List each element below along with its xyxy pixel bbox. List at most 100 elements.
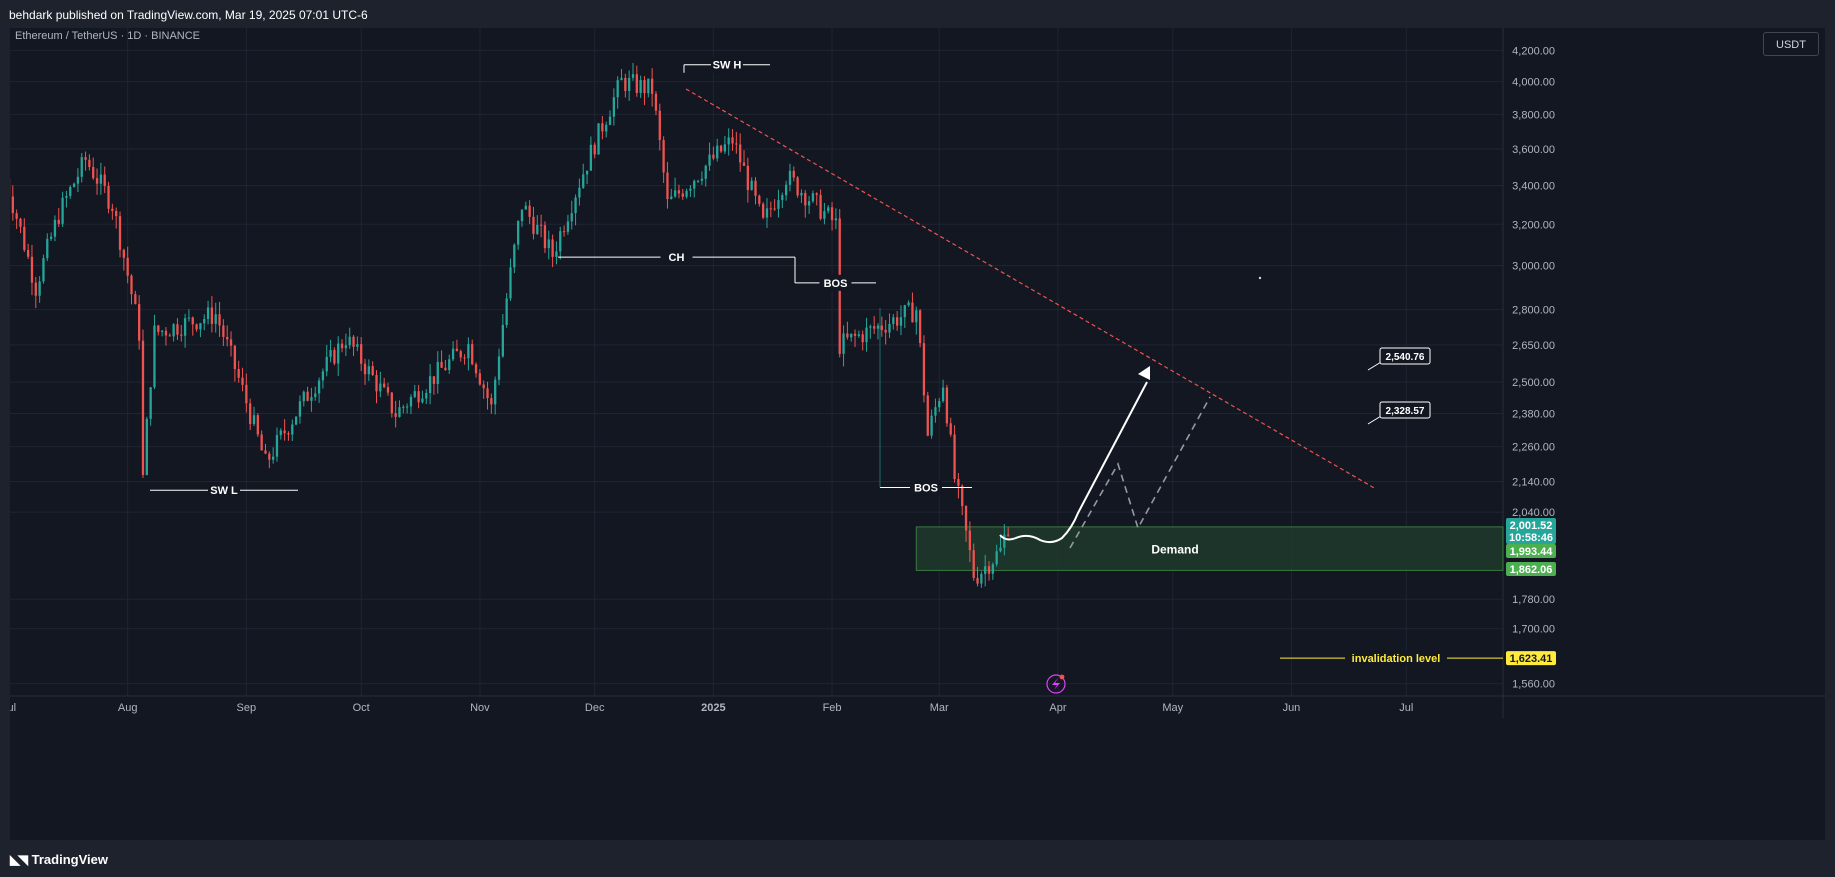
candle (647, 78, 650, 94)
candle (968, 530, 972, 551)
candle (727, 137, 730, 145)
candle (624, 77, 627, 91)
time-tick-label: Oct (353, 702, 370, 714)
candle (329, 349, 332, 357)
candle (92, 167, 95, 179)
candle (237, 369, 240, 378)
candle (559, 231, 562, 252)
candle (723, 144, 727, 152)
last-price-tag-bg (1506, 518, 1556, 544)
demand-top-tag-label: 1,993.44 (1510, 546, 1554, 558)
price-tick-label: 1,560.00 (1512, 679, 1555, 691)
candle (72, 183, 76, 187)
candle (907, 302, 910, 306)
candle (555, 251, 558, 257)
candle (1003, 534, 1006, 548)
candle (658, 110, 661, 141)
candle (271, 456, 275, 460)
candle (310, 397, 313, 401)
candle (700, 178, 704, 181)
candle (467, 344, 470, 359)
swing-high-bg (711, 56, 743, 73)
candle (107, 185, 110, 209)
candle (773, 208, 776, 210)
candle (589, 144, 593, 171)
candle (635, 74, 638, 93)
candle (639, 80, 642, 93)
candle (49, 236, 53, 239)
candle (451, 348, 455, 360)
chart-frame[interactable]: Demand SW H SW L CH BOS BOS 2,540.76 2,328.57 in… (10, 28, 1825, 840)
candle (478, 373, 482, 385)
invalidation-tag-bg (1506, 651, 1556, 666)
candle (42, 258, 45, 282)
candle (991, 564, 994, 574)
candle (815, 193, 818, 195)
candle (708, 154, 711, 166)
change-of-character-bg (660, 249, 693, 266)
candle (501, 324, 504, 357)
candle (268, 453, 271, 460)
candle (842, 333, 845, 354)
time-tick-label: May (1162, 702, 1183, 714)
candle (650, 78, 654, 94)
candle (153, 325, 156, 388)
candle (413, 391, 416, 397)
price-tick-label: 2,800.00 (1512, 305, 1555, 317)
candle (222, 325, 225, 337)
candle (735, 143, 738, 145)
candle (539, 224, 543, 226)
candle (118, 216, 122, 250)
candle (670, 196, 673, 200)
candle (409, 396, 413, 407)
candle (126, 257, 129, 276)
price-tick-label: 3,000.00 (1512, 261, 1555, 273)
chart-svg[interactable]: Demand SW H SW L CH BOS BOS 2,540.76 2,328.57 in… (10, 28, 1825, 840)
candle (444, 367, 447, 371)
candle (536, 224, 539, 234)
candle (314, 393, 317, 398)
candle (306, 391, 309, 401)
candle (428, 376, 432, 393)
candle (455, 348, 459, 352)
candle (168, 335, 171, 337)
candle (505, 298, 508, 325)
candle (229, 339, 233, 346)
target-low-label: 2,328.57 (1386, 406, 1425, 417)
candle (762, 203, 765, 218)
candle (432, 376, 436, 384)
candle (520, 209, 524, 222)
candle (945, 387, 949, 424)
candle (869, 326, 872, 328)
candle (130, 275, 133, 295)
candle (402, 406, 405, 408)
candle (915, 310, 918, 323)
price-tick-label: 1,700.00 (1512, 624, 1555, 636)
candle (53, 219, 57, 237)
candle (712, 154, 715, 159)
time-tick-label: Jun (1283, 702, 1301, 714)
candle (892, 317, 895, 324)
candle (164, 330, 168, 336)
bos-1-label: BOS (824, 278, 848, 290)
candle (57, 219, 60, 224)
candle (857, 334, 861, 336)
currency-button[interactable]: USDT (1763, 32, 1819, 56)
candle (134, 294, 137, 305)
candle (448, 359, 451, 371)
candle (566, 221, 570, 232)
tradingview-logo[interactable]: ◣◥ TradingView (10, 852, 108, 868)
candle (15, 213, 18, 219)
candle (834, 218, 838, 221)
candle (103, 174, 106, 186)
candle (210, 307, 214, 324)
candle (421, 398, 424, 403)
candle (471, 344, 474, 365)
candle (746, 165, 749, 190)
candle (693, 180, 696, 189)
candle (233, 345, 237, 370)
time-tick-label: 2025 (701, 702, 725, 714)
candle (976, 577, 979, 584)
candle (964, 505, 968, 531)
candle (99, 174, 103, 184)
